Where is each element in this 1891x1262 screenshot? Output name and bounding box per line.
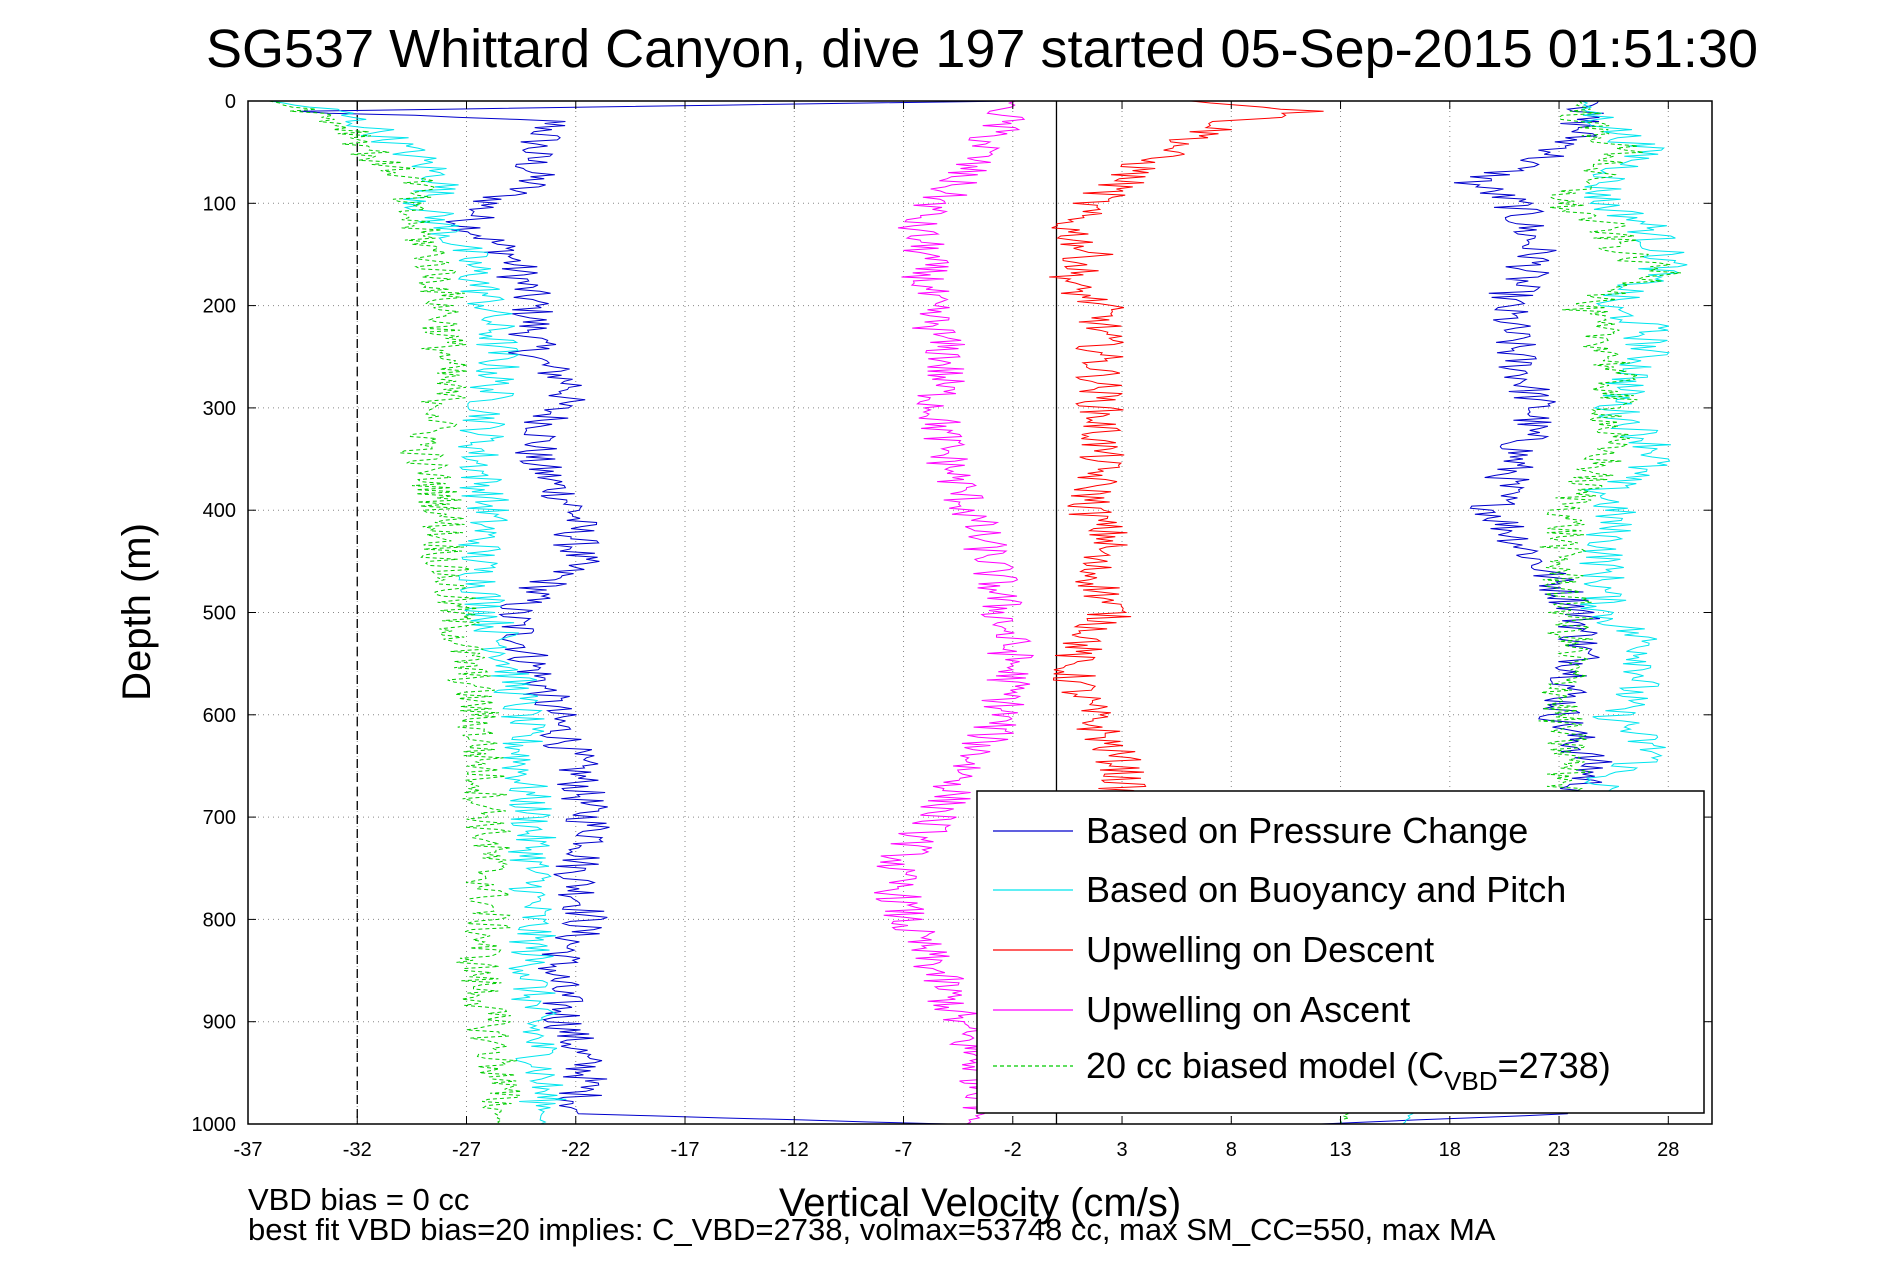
x-tick-label: -22 (561, 1139, 590, 1161)
series-upwelling-on-descent (1049, 100, 1324, 798)
series-line-ascent (874, 100, 1035, 1125)
series-line-descent (270, 100, 567, 1125)
y-tick-label: 900 (203, 1012, 236, 1034)
y-axis-ticks: 0 100 200 300 400 500 600 700 800 900 1000 (192, 91, 1712, 1136)
x-tick-label: 18 (1439, 1139, 1461, 1161)
legend-label: Upwelling on Descent (1086, 929, 1434, 970)
y-axis-label: Depth (m) (115, 523, 159, 701)
legend-label-text: Upwelling on Ascent (1086, 989, 1410, 1030)
legend-box (976, 790, 1705, 1114)
y-tick-label: 700 (203, 807, 236, 829)
legend-label: Upwelling on Ascent (1086, 989, 1410, 1030)
y-tick-label: 100 (203, 193, 236, 215)
legend-label: 20 cc biased model (CVBD=2738) (1086, 1045, 1611, 1096)
series-line-descent (1049, 100, 1324, 798)
legend-label-text: Based on Pressure Change (1086, 810, 1528, 851)
legend-label: Based on Buoyancy and Pitch (1086, 869, 1566, 910)
x-tick-label: 28 (1657, 1139, 1679, 1161)
y-tick-label: 1000 (192, 1114, 237, 1136)
x-tick-label: -17 (671, 1139, 700, 1161)
series-line-descent (299, 100, 1015, 1125)
legend-label-subscript: VBD (1444, 1066, 1497, 1096)
legend-label-suffix: =2738) (1498, 1045, 1611, 1086)
chart-title: SG537 Whittard Canyon, dive 197 started … (206, 19, 1758, 79)
legend: Based on Pressure Change Based on Buoyanc… (976, 790, 1705, 1114)
x-tick-label: -37 (234, 1139, 263, 1161)
y-tick-label: 500 (203, 603, 236, 625)
series-layer (269, 100, 1688, 1125)
x-tick-label: 13 (1329, 1139, 1351, 1161)
y-tick-label: 200 (203, 296, 236, 318)
y-tick-label: 600 (203, 705, 236, 727)
x-tick-label: -32 (343, 1139, 372, 1161)
x-axis-label: Vertical Velocity (cm/s) (779, 1181, 1181, 1225)
legend-label-text: Based on Buoyancy and Pitch (1086, 869, 1566, 910)
series-upwelling-on-ascent (874, 100, 1035, 1125)
y-tick-label: 400 (203, 500, 236, 522)
x-tick-label: -27 (452, 1139, 481, 1161)
x-tick-label: -2 (1004, 1139, 1022, 1161)
legend-label-text: 20 cc biased model (C (1086, 1045, 1444, 1086)
legend-label-text: Upwelling on Descent (1086, 929, 1434, 970)
x-tick-label: 3 (1116, 1139, 1127, 1161)
annotation-vbd-bias: VBD bias = 0 cc (248, 1182, 469, 1217)
x-tick-label: -7 (895, 1139, 913, 1161)
x-axis-ticks: -37 -32 -27 -22 -17 -12 -7 -2 3 8 13 18 23 28 (234, 101, 1679, 1161)
legend-label: Based on Pressure Change (1086, 810, 1528, 851)
y-tick-label: 300 (203, 398, 236, 420)
y-tick-label: 800 (203, 909, 236, 931)
x-tick-label: -12 (780, 1139, 809, 1161)
x-tick-label: 23 (1548, 1139, 1570, 1161)
annotation-best-fit: best fit VBD bias=20 implies: C_VBD=2738… (248, 1212, 1496, 1247)
series-line-descent (269, 100, 522, 1125)
x-tick-label: 8 (1226, 1139, 1237, 1161)
y-tick-label: 0 (225, 91, 236, 113)
